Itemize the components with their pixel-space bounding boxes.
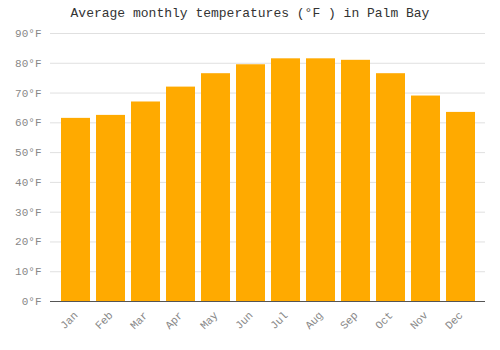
svg-text:50°F: 50°F — [15, 147, 41, 159]
svg-text:10°F: 10°F — [15, 266, 41, 278]
svg-text:Jul: Jul — [268, 309, 290, 331]
svg-text:Feb: Feb — [93, 309, 115, 331]
svg-text:Nov: Nov — [408, 309, 431, 332]
svg-text:30°F: 30°F — [15, 207, 41, 219]
svg-text:Dec: Dec — [443, 309, 465, 331]
svg-text:May: May — [198, 309, 221, 332]
svg-text:90°F: 90°F — [15, 28, 41, 40]
svg-text:Apr: Apr — [163, 309, 185, 331]
svg-text:20°F: 20°F — [15, 236, 41, 248]
svg-text:Oct: Oct — [373, 309, 395, 331]
svg-text:Jun: Jun — [233, 309, 255, 331]
svg-text:80°F: 80°F — [15, 58, 41, 70]
svg-text:0°F: 0°F — [22, 296, 42, 308]
svg-text:Mar: Mar — [128, 309, 150, 331]
svg-text:70°F: 70°F — [15, 88, 41, 100]
html-text:Average monthly temperatures (: Average monthly temperatures (°F ) in Pa… — [70, 6, 430, 21]
svg-text:Sep: Sep — [338, 309, 360, 331]
svg-text:Jan: Jan — [58, 309, 80, 331]
svg-text:60°F: 60°F — [15, 117, 41, 129]
svg-text:40°F: 40°F — [15, 177, 41, 189]
svg-text:Aug: Aug — [303, 309, 325, 331]
